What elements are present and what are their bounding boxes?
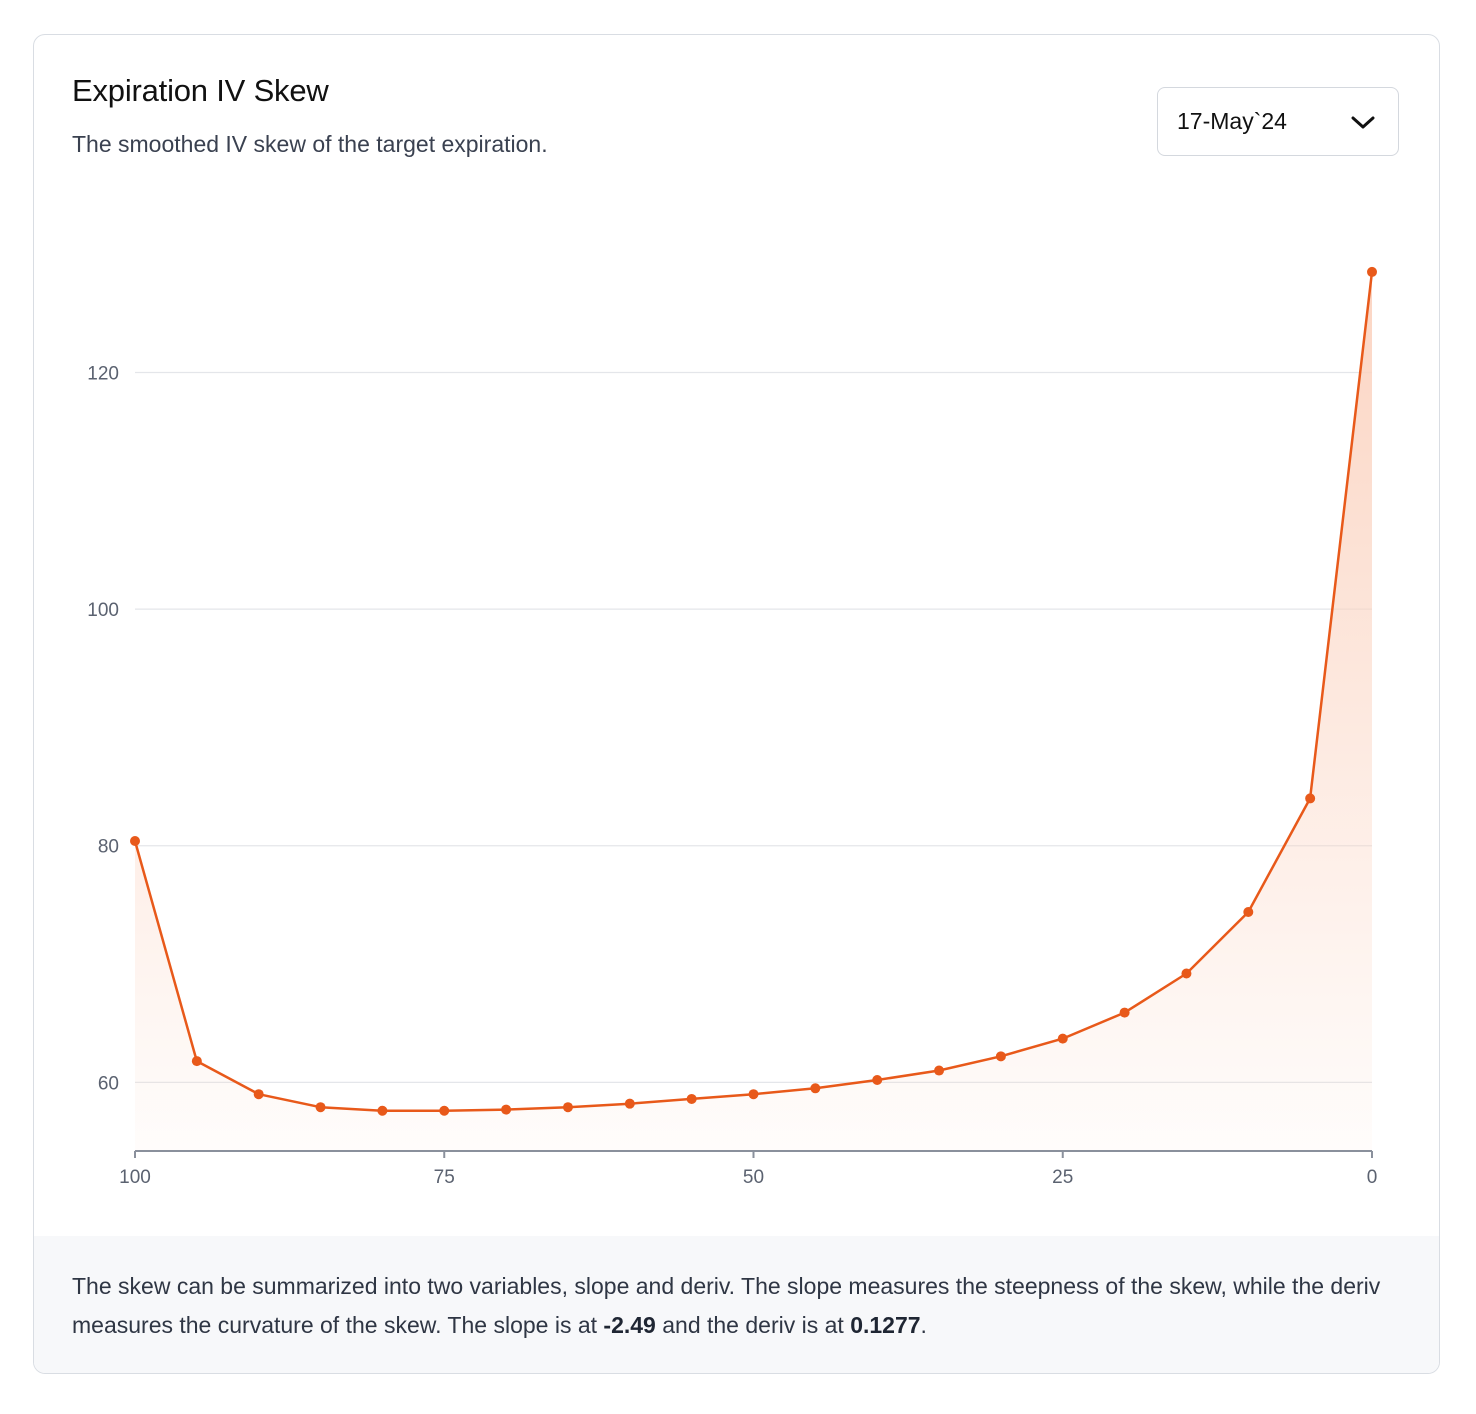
data-point	[439, 1105, 450, 1116]
data-point	[130, 836, 140, 847]
x-tick-label: 0	[1367, 1167, 1378, 1188]
data-point	[810, 1083, 821, 1094]
data-point	[377, 1105, 388, 1116]
y-tick-label: 120	[87, 363, 119, 384]
expiration-select-value: 17-May`24	[1177, 108, 1287, 134]
data-point	[686, 1093, 697, 1104]
chevron-down-icon	[1351, 116, 1375, 129]
x-tick-label: 50	[743, 1167, 764, 1188]
iv-skew-chart: 60 80 100 120 100 75 50 25 0	[87, 266, 1378, 1188]
iv-skew-card: Expiration IV Skew The smoothed IV skew …	[33, 34, 1440, 1374]
data-point	[1305, 793, 1316, 804]
slope-value: -2.49	[603, 1312, 656, 1338]
data-point	[1057, 1033, 1068, 1044]
y-tick-label: 100	[87, 600, 119, 621]
card-subtitle: The smoothed IV skew of the target expir…	[72, 131, 548, 157]
data-point	[1367, 266, 1377, 277]
data-point	[748, 1089, 759, 1100]
summary-text-after: .	[920, 1312, 927, 1338]
data-point	[1243, 907, 1254, 917]
x-tick-label: 75	[434, 1167, 455, 1188]
expiration-select[interactable]: 17-May`24	[1157, 87, 1399, 156]
skew-summary-text: The skew can be summarized into two vari…	[72, 1267, 1402, 1345]
data-point	[1181, 968, 1192, 979]
series-area	[135, 271, 1372, 1151]
data-point	[624, 1098, 635, 1109]
data-point	[995, 1051, 1006, 1062]
deriv-value: 0.1277	[850, 1312, 921, 1338]
x-tick-label: 100	[119, 1167, 151, 1188]
summary-text-before: The skew can be summarized into two vari…	[72, 1273, 1381, 1338]
data-point	[191, 1056, 202, 1067]
data-point	[934, 1065, 945, 1076]
data-point	[872, 1075, 883, 1086]
skew-summary: The skew can be summarized into two vari…	[34, 1236, 1439, 1373]
data-point	[253, 1089, 264, 1100]
data-point	[501, 1104, 512, 1115]
data-point	[1119, 1007, 1130, 1018]
summary-text-between: and the deriv is at	[655, 1312, 851, 1338]
y-tick-label: 60	[98, 1073, 119, 1094]
card-title: Expiration IV Skew	[72, 73, 329, 108]
data-point	[562, 1102, 573, 1113]
y-tick-label: 80	[98, 837, 119, 858]
data-point	[315, 1102, 326, 1113]
x-tick-label: 25	[1052, 1167, 1073, 1188]
